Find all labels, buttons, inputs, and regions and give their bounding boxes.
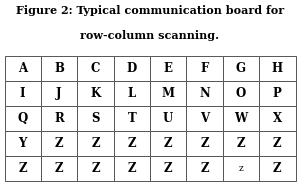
Bar: [186, 156, 223, 181]
Bar: [114, 56, 150, 81]
Bar: [150, 156, 186, 181]
Text: V: V: [200, 112, 209, 125]
Text: Z: Z: [91, 162, 100, 175]
Text: Z: Z: [164, 137, 172, 150]
Bar: [4, 106, 41, 131]
Text: Z: Z: [164, 162, 172, 175]
Bar: [4, 56, 41, 81]
Text: U: U: [163, 112, 173, 125]
Bar: [259, 156, 296, 181]
Bar: [77, 56, 114, 81]
Text: A: A: [18, 62, 27, 75]
Bar: [114, 156, 150, 181]
Bar: [77, 131, 114, 156]
Text: Z: Z: [55, 162, 63, 175]
Text: O: O: [236, 87, 246, 100]
Bar: [150, 131, 186, 156]
Bar: [259, 81, 296, 106]
Text: Z: Z: [273, 162, 282, 175]
Text: T: T: [128, 112, 136, 125]
Bar: [4, 81, 41, 106]
Text: E: E: [164, 62, 173, 75]
Text: R: R: [54, 112, 64, 125]
Text: z: z: [238, 164, 243, 173]
Text: J: J: [56, 87, 62, 100]
Bar: [4, 131, 41, 156]
Bar: [186, 56, 223, 81]
Bar: [4, 156, 41, 181]
Bar: [41, 106, 77, 131]
Text: Z: Z: [200, 137, 209, 150]
Text: N: N: [199, 87, 210, 100]
Text: row-column scanning.: row-column scanning.: [80, 30, 220, 41]
Text: H: H: [272, 62, 283, 75]
Bar: [223, 56, 259, 81]
Bar: [77, 81, 114, 106]
Text: S: S: [91, 112, 100, 125]
Text: Q: Q: [18, 112, 28, 125]
Bar: [41, 156, 77, 181]
Bar: [186, 106, 223, 131]
Bar: [77, 156, 114, 181]
Bar: [223, 156, 259, 181]
Bar: [259, 106, 296, 131]
Text: P: P: [273, 87, 282, 100]
Text: Figure 2: Typical communication board for: Figure 2: Typical communication board fo…: [16, 5, 284, 16]
Bar: [41, 131, 77, 156]
Bar: [223, 106, 259, 131]
Bar: [114, 131, 150, 156]
Text: Z: Z: [128, 162, 136, 175]
Bar: [259, 56, 296, 81]
Text: W: W: [234, 112, 248, 125]
Text: Z: Z: [18, 162, 27, 175]
Bar: [186, 81, 223, 106]
Text: K: K: [90, 87, 100, 100]
Bar: [150, 106, 186, 131]
Text: Z: Z: [91, 137, 100, 150]
Bar: [150, 56, 186, 81]
Text: C: C: [91, 62, 100, 75]
Text: M: M: [162, 87, 175, 100]
Bar: [259, 131, 296, 156]
Bar: [114, 106, 150, 131]
Text: Z: Z: [55, 137, 63, 150]
Text: X: X: [273, 112, 282, 125]
Bar: [77, 106, 114, 131]
Text: D: D: [127, 62, 137, 75]
Bar: [150, 81, 186, 106]
Text: Y: Y: [19, 137, 27, 150]
Text: Z: Z: [237, 137, 245, 150]
Bar: [223, 131, 259, 156]
Text: F: F: [200, 62, 209, 75]
Text: I: I: [20, 87, 26, 100]
Text: Z: Z: [273, 137, 282, 150]
Text: L: L: [128, 87, 136, 100]
Text: B: B: [54, 62, 64, 75]
Bar: [114, 81, 150, 106]
Text: Z: Z: [200, 162, 209, 175]
Text: Z: Z: [128, 137, 136, 150]
Text: G: G: [236, 62, 246, 75]
Bar: [186, 131, 223, 156]
Bar: [41, 56, 77, 81]
Bar: [223, 81, 259, 106]
Bar: [41, 81, 77, 106]
